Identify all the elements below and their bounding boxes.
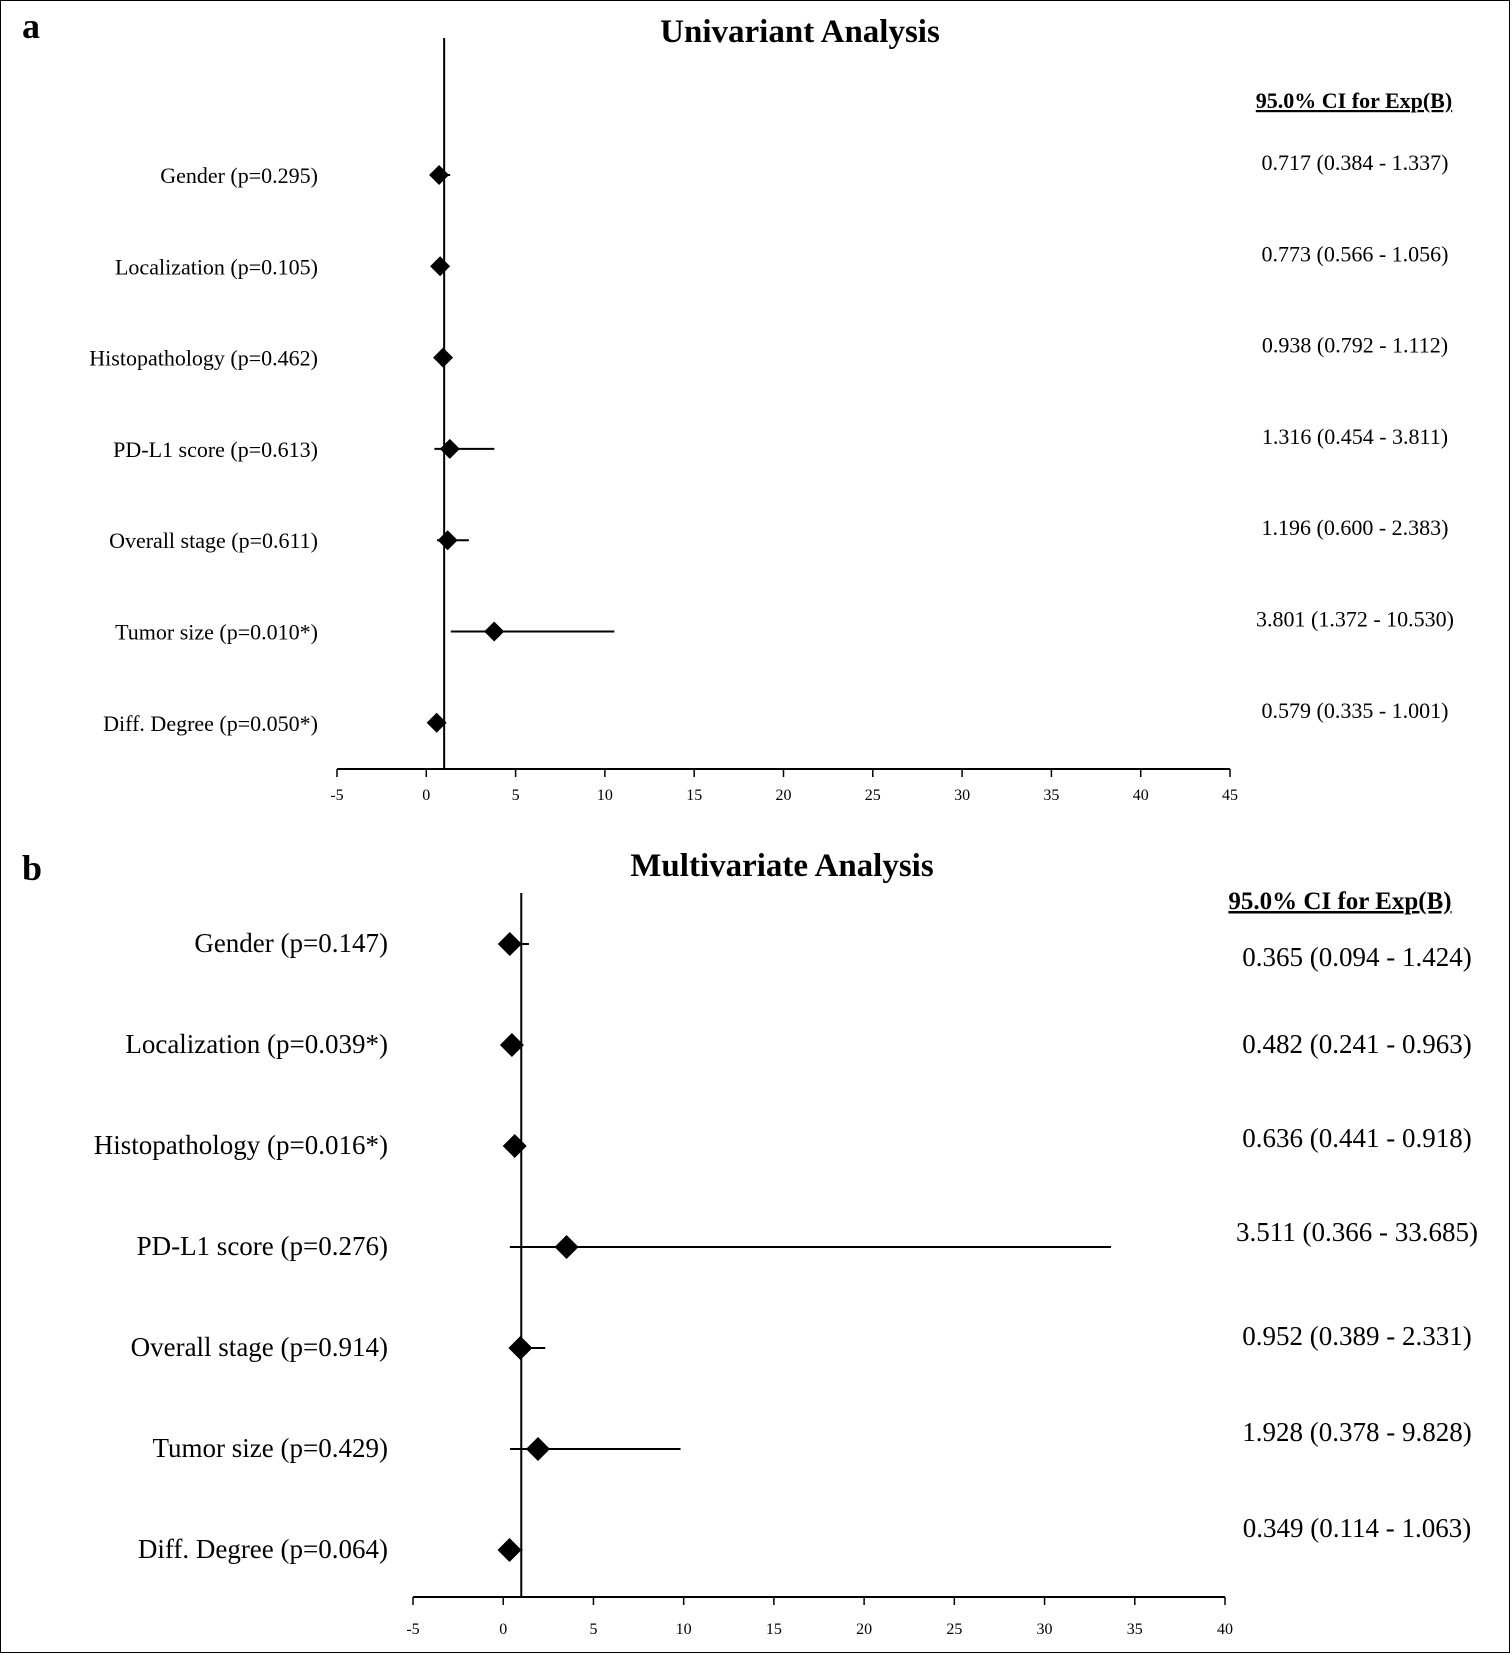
ci-value-text: 1.196 (0.600 - 2.383): [1262, 515, 1449, 540]
row-label: Gender (p=0.147): [194, 928, 388, 958]
row-label: Overall stage (p=0.611): [109, 528, 318, 553]
x-tick-label: 45: [1222, 787, 1238, 804]
panel-a-ci-header: 95.0% CI for Exp(B): [1256, 88, 1452, 113]
x-tick-label: 0: [499, 1621, 507, 1638]
panel-b-title: Multivariate Analysis: [630, 848, 934, 884]
estimate-marker: [439, 438, 460, 459]
ci-value-text: 0.636 (0.441 - 0.918): [1242, 1123, 1471, 1153]
estimate-marker: [499, 1033, 524, 1057]
x-tick-label: 30: [954, 787, 970, 804]
ci-value-text: 0.482 (0.241 - 0.963): [1242, 1029, 1471, 1059]
row-label: Histopathology (p=0.462): [89, 346, 318, 371]
row-label: PD-L1 score (p=0.613): [113, 437, 318, 462]
estimate-marker: [433, 347, 454, 368]
row-label: Tumor size (p=0.429): [153, 1433, 388, 1463]
ci-value-text: 0.365 (0.094 - 1.424): [1242, 942, 1471, 972]
estimate-marker: [497, 932, 522, 956]
x-tick-label: 5: [512, 787, 520, 804]
ci-value-text: 0.773 (0.566 - 1.056): [1262, 241, 1449, 266]
x-tick-label: 15: [766, 1621, 782, 1638]
panel-a-plot: -5 0 5 10 15 20 25 30 35 40 45 Gender (p=0.295) 0.71…: [89, 38, 1454, 804]
x-tick-label: 5: [589, 1621, 597, 1638]
x-tick-label: 0: [422, 787, 430, 804]
row-label: Diff. Degree (p=0.050*): [103, 711, 318, 736]
x-tick-label: 40: [1217, 1621, 1233, 1638]
panel-b-ci-header: 95.0% CI for Exp(B): [1228, 888, 1451, 915]
ci-value-text: 0.952 (0.389 - 2.331): [1242, 1321, 1471, 1351]
estimate-marker: [554, 1235, 579, 1259]
x-tick-label: 35: [1127, 1621, 1143, 1638]
estimate-marker: [508, 1336, 533, 1360]
x-tick-label: 10: [676, 1621, 692, 1638]
ci-value-text: 0.938 (0.792 - 1.112): [1262, 333, 1448, 358]
x-tick-label: 35: [1043, 787, 1059, 804]
row-label: Histopathology (p=0.016*): [94, 1130, 388, 1160]
estimate-marker: [426, 712, 447, 733]
estimate-marker: [484, 621, 505, 642]
estimate-marker: [502, 1134, 527, 1158]
panel-a-letter: a: [22, 6, 40, 46]
panel-b-letter: b: [22, 848, 42, 888]
x-tick-label: 25: [865, 787, 881, 804]
estimate-marker: [437, 530, 458, 551]
estimate-marker: [429, 165, 450, 185]
row-label: Tumor size (p=0.010*): [115, 620, 318, 645]
estimate-marker: [430, 256, 451, 277]
row-label: Localization (p=0.039*): [125, 1029, 388, 1059]
row-label: Gender (p=0.295): [160, 163, 318, 188]
panel-b-plot: -5 0 5 10 15 20 25 30 35 40 Gender (p=0.147) 0.365 …: [94, 893, 1478, 1638]
estimate-marker: [526, 1437, 551, 1461]
estimate-marker: [497, 1538, 522, 1562]
x-tick-label: 40: [1133, 787, 1149, 804]
ci-value-text: 0.349 (0.114 - 1.063): [1243, 1513, 1471, 1543]
x-tick-label: -5: [330, 787, 343, 804]
x-tick-label: 10: [597, 787, 613, 804]
x-tick-label: 25: [946, 1621, 962, 1638]
row-label: PD-L1 score (p=0.276): [137, 1231, 388, 1261]
ci-value-text: 1.928 (0.378 - 9.828): [1242, 1417, 1471, 1447]
ci-value-text: 0.579 (0.335 - 1.001): [1262, 698, 1449, 723]
x-tick-label: 20: [856, 1621, 872, 1638]
ci-value-text: 0.717 (0.384 - 1.337): [1262, 150, 1449, 175]
ci-value-text: 3.511 (0.366 - 33.685): [1236, 1217, 1478, 1247]
row-label: Localization (p=0.105): [115, 254, 318, 279]
row-label: Diff. Degree (p=0.064): [138, 1534, 388, 1564]
row-label: Overall stage (p=0.914): [131, 1332, 388, 1362]
x-tick-label: 20: [776, 787, 792, 804]
x-tick-label: 30: [1037, 1621, 1053, 1638]
ci-value-text: 1.316 (0.454 - 3.811): [1262, 424, 1448, 449]
ci-value-text: 3.801 (1.372 - 10.530): [1256, 607, 1454, 632]
x-tick-label: 15: [686, 787, 702, 804]
x-tick-label: -5: [406, 1621, 419, 1638]
panel-a-title: Univariant Analysis: [660, 14, 940, 50]
